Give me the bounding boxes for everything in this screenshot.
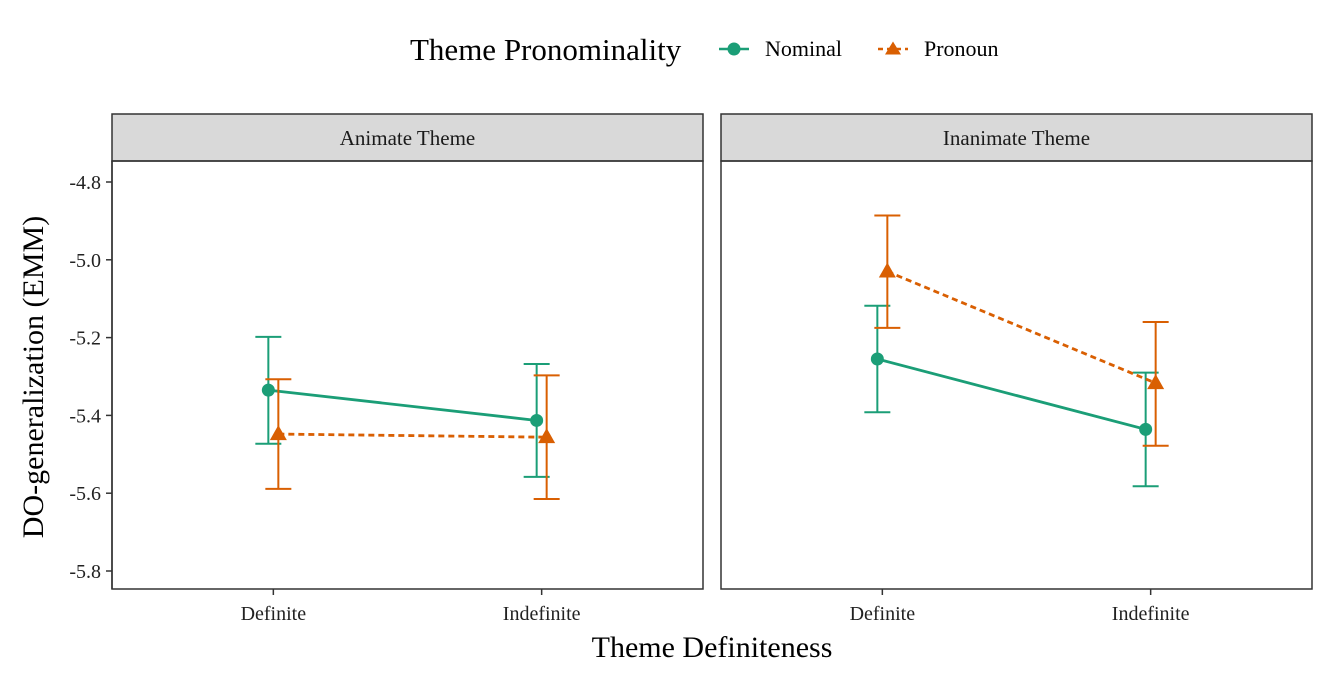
legend-label-nominal: Nominal <box>765 36 842 61</box>
legend: Theme Pronominality Nominal Pronoun <box>410 32 999 67</box>
series-line-nominal <box>268 388 537 422</box>
series-line-nominal <box>876 357 1147 431</box>
panel-animate: Animate Theme <box>111 113 704 590</box>
marks-inanimate <box>864 214 1169 488</box>
marks-animate <box>255 335 560 501</box>
x-axis-title: Theme Definiteness <box>592 631 833 664</box>
point-nominal <box>870 352 884 366</box>
strip-animate <box>111 113 704 162</box>
y-axis: -4.8 -5.0 -5.2 -5.4 -5.6 -5.8 <box>69 161 113 589</box>
point-pronoun <box>1147 374 1165 390</box>
point-nominal <box>530 413 544 427</box>
legend-key-nominal <box>719 42 749 56</box>
point-pronoun <box>878 262 896 278</box>
y-tick-label: -4.8 <box>69 172 101 194</box>
strip-label-inanimate: Inanimate Theme <box>943 126 1090 150</box>
y-axis-title: DO-generalization (EMM) <box>17 216 50 538</box>
x-tick-label: Indefinite <box>503 603 581 625</box>
y-tick-label: -5.0 <box>69 250 101 272</box>
strip-label-animate: Animate Theme <box>340 126 476 150</box>
x-axis: Definite Indefinite Definite Indefinite <box>241 589 1190 625</box>
y-tick-label: -5.8 <box>69 561 101 583</box>
panel-border-inanimate <box>720 160 1313 590</box>
panel-border-animate <box>111 160 704 590</box>
x-tick-label: Definite <box>241 603 307 625</box>
point-pronoun <box>538 428 556 444</box>
y-tick-label: -5.4 <box>69 405 101 427</box>
y-tick-label: -5.6 <box>69 483 101 505</box>
point-pronoun <box>269 425 287 441</box>
series-line-pronoun <box>278 432 547 439</box>
x-tick-label: Indefinite <box>1112 603 1190 625</box>
legend-key-pronoun <box>878 41 908 55</box>
y-tick-label: -5.2 <box>69 328 101 350</box>
legend-label-pronoun: Pronoun <box>924 36 999 61</box>
point-nominal <box>1139 422 1153 436</box>
legend-title: Theme Pronominality <box>410 32 682 67</box>
x-tick-label: Definite <box>850 603 916 625</box>
point-nominal <box>261 383 275 397</box>
series-line-pronoun <box>886 270 1157 385</box>
panel-inanimate: Inanimate Theme <box>720 113 1313 590</box>
